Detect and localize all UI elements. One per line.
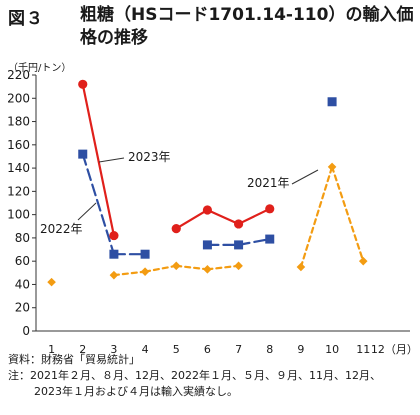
data-point [202, 240, 212, 250]
x-tick-label: 4 [142, 343, 149, 356]
data-point [234, 261, 243, 271]
data-point [327, 162, 337, 172]
data-point [265, 204, 275, 214]
x-tick-label: 10 [325, 343, 339, 356]
chart-notes: 資料：財務省「貿易統計」 注：2021年２月、８月、12月、2022年１月、５月… [8, 352, 381, 400]
data-point [47, 277, 56, 287]
no-import-note: 注：2021年２月、８月、12月、2022年１月、５月、９月、11月、12月、 [8, 369, 381, 382]
data-point [140, 267, 150, 276]
x-tick-label: 8 [266, 343, 273, 356]
data-point [171, 261, 181, 271]
y-tick-label: 0 [22, 324, 30, 338]
x-tick-label: 2 [79, 343, 86, 356]
no-import-note-continued: 2023年１月および４月は輸入実績なし。 [34, 385, 238, 398]
data-point [78, 79, 88, 89]
series-line-segment [143, 264, 178, 273]
series-line-segment [112, 270, 147, 277]
y-tick-label: 20 [15, 301, 30, 315]
x-tick-label: 7 [235, 343, 242, 356]
x-tick-label: 3 [110, 343, 117, 356]
data-point [202, 205, 213, 215]
y-tick-label: 140 [7, 161, 30, 175]
series-label: 2021年 [247, 176, 290, 190]
data-point [203, 265, 212, 274]
x-tick-label: 9 [297, 343, 304, 356]
data-point [234, 240, 244, 250]
y-tick-label: 100 [7, 208, 30, 222]
y-tick-label: 220 [7, 68, 30, 82]
series-label: 2022年 [40, 222, 83, 236]
y-tick-label: 80 [15, 231, 30, 245]
series-label: 2023年 [128, 150, 171, 164]
callout-leader-line [98, 157, 125, 163]
chart-title: 粗糖（HSコード1701.14-110）の輸入価格の推移 [80, 5, 414, 48]
data-point [109, 249, 119, 259]
x-tick-label: 6 [204, 343, 211, 356]
data-point [358, 256, 368, 266]
callout-leader-line [77, 202, 97, 221]
y-tick-label: 40 [15, 277, 30, 291]
data-point [140, 249, 150, 259]
data-point [171, 224, 181, 234]
data-point [109, 230, 119, 241]
series-line-segment [175, 264, 209, 271]
data-point [327, 97, 337, 107]
x-tick-label: 1 [48, 343, 55, 356]
callout-leader-line [291, 169, 319, 185]
x-tick-label: 11 [356, 343, 370, 356]
data-point [265, 234, 275, 244]
y-axis-unit: （千円/トン） [8, 63, 72, 74]
series-line-segment [237, 237, 271, 246]
data-point [109, 270, 119, 280]
y-tick-label: 160 [7, 138, 30, 152]
series-line-segment [299, 165, 334, 269]
figure-label: 図３ [8, 9, 44, 29]
x-tick-label: 5 [173, 343, 180, 356]
y-tick-label: 60 [15, 254, 30, 268]
y-tick-label: 180 [7, 115, 30, 129]
y-tick-label: 200 [7, 91, 30, 105]
x-tick-label: 12（月） [371, 343, 418, 356]
series-line-segment [81, 153, 116, 256]
series-line-segment [206, 208, 240, 226]
data-point [78, 149, 88, 159]
series-line-segment [330, 165, 365, 263]
series-line-segment [237, 207, 271, 226]
data-point [296, 262, 306, 272]
data-point [233, 219, 244, 229]
series-line-segment [81, 83, 116, 237]
source-note: 資料：財務省「貿易統計」 [8, 353, 140, 366]
series-line-segment [175, 208, 209, 230]
y-tick-label: 120 [7, 184, 30, 198]
series-line-segment [206, 264, 240, 271]
